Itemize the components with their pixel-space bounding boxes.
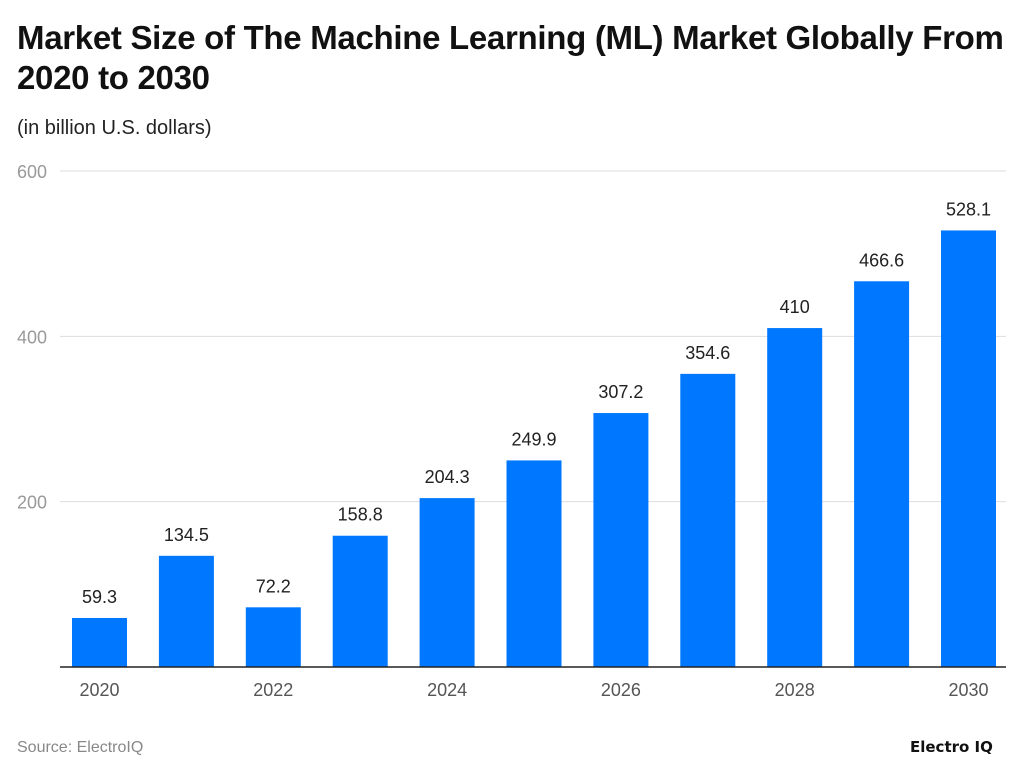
data-label: 249.9 [511,429,556,449]
data-label: 158.8 [338,505,383,525]
x-tick-label: 2030 [948,680,988,700]
x-tick-label: 2022 [253,680,293,700]
bar-2021 [158,555,214,667]
data-label: 59.3 [82,587,117,607]
bar-2026 [593,413,649,667]
bar-2028 [767,328,823,667]
bar-2024 [419,498,475,667]
source-text: Source: ElectroIQ [17,739,144,756]
bar-2020 [72,617,127,667]
y-tick-label: 200 [17,493,47,513]
bar-2025 [506,460,562,667]
data-label: 204.3 [425,467,470,487]
data-label: 528.1 [946,199,991,219]
x-tick-label: 2024 [427,680,467,700]
data-label: 72.2 [256,576,291,596]
y-tick-label: 600 [17,162,47,182]
data-label: 134.5 [164,525,209,545]
y-tick-label: 400 [17,327,47,347]
data-label: 466.6 [859,250,904,270]
data-label: 354.6 [685,343,730,363]
chart-subtitle: (in billion U.S. dollars) [17,117,212,139]
x-tick-label: 2020 [79,680,119,700]
bar-2027 [680,373,736,667]
x-tick-label: 2026 [601,680,641,700]
x-tick-label: 2028 [775,680,815,700]
bar-2023 [332,535,388,667]
bar-2029 [854,281,910,667]
electroiq-logo: Electro IQ [910,738,993,756]
chart-title: Market Size of The Machine Learning (ML)… [17,19,1004,96]
bar-2022 [245,607,301,667]
data-label: 410 [780,297,810,317]
data-label: 307.2 [598,382,643,402]
bar-2030 [941,230,996,668]
